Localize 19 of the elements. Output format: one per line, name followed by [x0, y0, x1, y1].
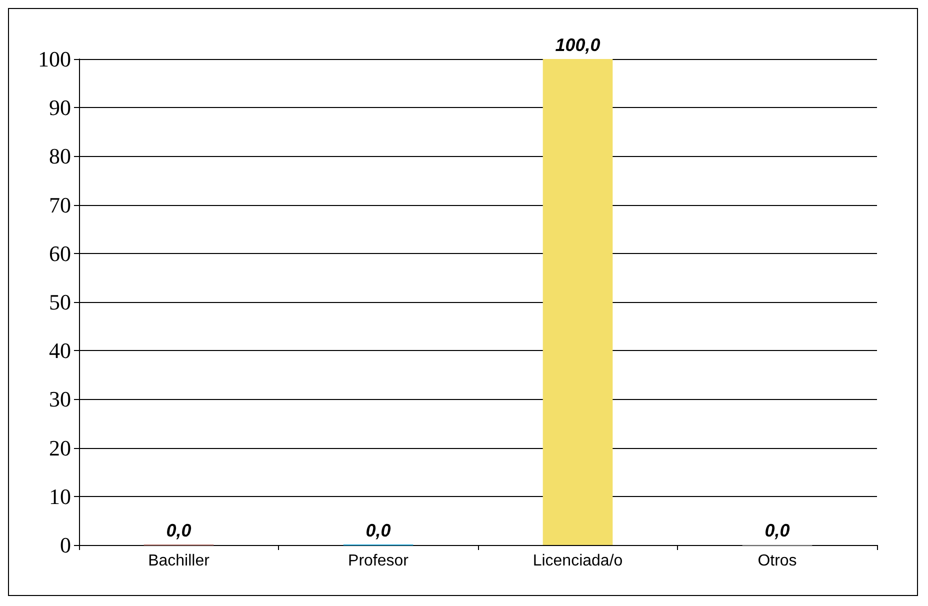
y-tick-label: 50 [49, 290, 71, 314]
y-tick-label: 80 [49, 144, 71, 169]
x-tick-label: Otros [758, 552, 797, 570]
x-tick-label: Bachiller [148, 552, 210, 570]
y-tick-label: 20 [49, 435, 71, 460]
y-tick-label: 10 [49, 484, 71, 509]
y-tick-label: 0 [60, 532, 71, 558]
data-label: 0,0 [166, 520, 192, 540]
x-tick-label: Profesor [348, 552, 410, 570]
y-tick-label: 70 [49, 192, 71, 218]
y-tick-label: 40 [49, 338, 71, 364]
data-label: 100,0 [555, 35, 600, 55]
y-tick-label: 30 [49, 386, 71, 412]
y-tick-label: 60 [49, 240, 71, 266]
data-label: 0,0 [764, 520, 790, 540]
y-tick-label: 100 [38, 46, 71, 72]
y-tick-label: 90 [49, 95, 71, 120]
data-label: 0,0 [366, 520, 391, 540]
x-tick-label: Licenciada/o [532, 552, 623, 570]
